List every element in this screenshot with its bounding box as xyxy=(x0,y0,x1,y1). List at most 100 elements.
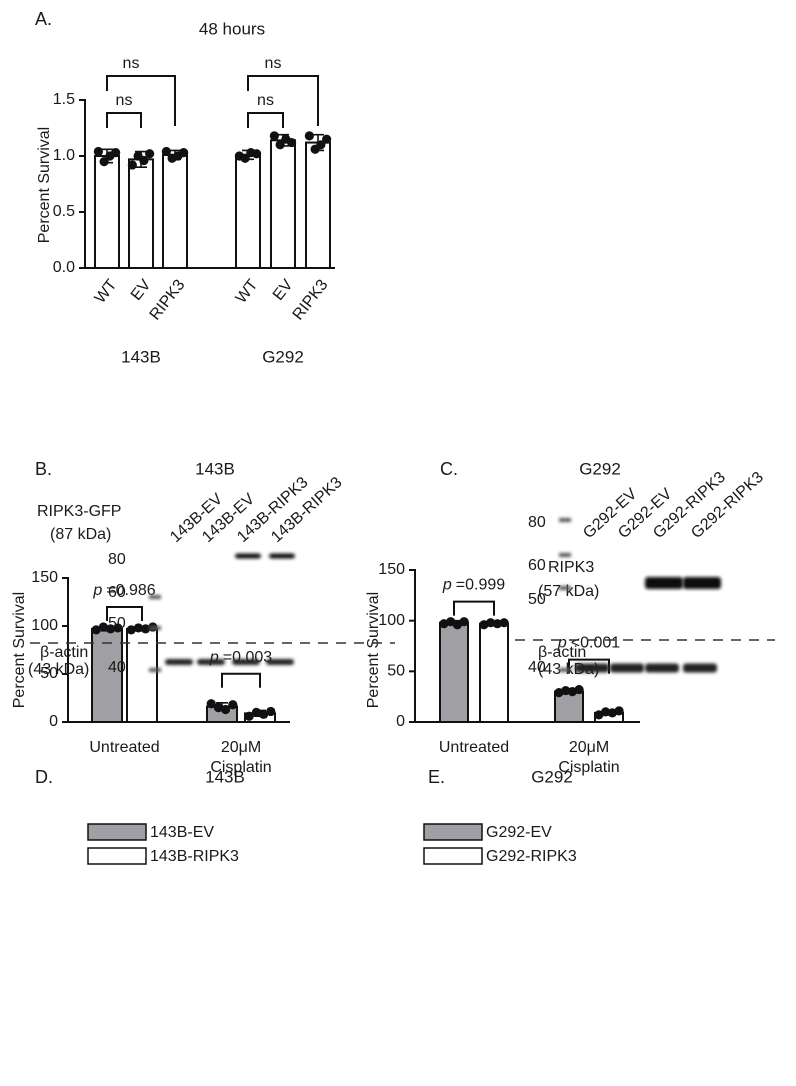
marker-label: 60 xyxy=(108,584,126,601)
data-point xyxy=(269,131,279,141)
actin-band xyxy=(165,659,193,665)
protein-label: RIPK3 xyxy=(548,559,594,576)
p-symbol: p xyxy=(209,649,219,666)
y-tick-label: 150 xyxy=(378,561,405,578)
actin-band xyxy=(575,663,609,673)
protein-label: β-actin xyxy=(538,644,586,661)
data-point xyxy=(240,153,250,163)
actin-band xyxy=(610,663,644,673)
legend-label: G292-EV xyxy=(486,824,552,841)
data-point xyxy=(127,160,137,170)
chart-title: 48 hours xyxy=(199,19,265,38)
legend-swatch xyxy=(87,847,147,865)
protein-band xyxy=(683,577,721,589)
x-tick-label: WT xyxy=(233,276,262,306)
protein-band xyxy=(235,553,261,559)
p-text: =0.999 xyxy=(456,577,505,594)
data-point xyxy=(492,619,502,629)
marker-label: 50 xyxy=(528,591,546,608)
data-point xyxy=(561,685,571,696)
comparison-bracket xyxy=(106,605,143,621)
p-symbol: p xyxy=(557,635,567,652)
data-point xyxy=(126,625,136,635)
protein-band xyxy=(269,553,295,559)
group-label: G292 xyxy=(262,347,304,366)
data-point xyxy=(91,625,101,635)
data-point xyxy=(221,704,231,715)
bar xyxy=(162,153,188,270)
comparison-bracket xyxy=(106,75,176,126)
legend-label: 143B-RIPK3 xyxy=(150,848,239,865)
data-point xyxy=(486,618,496,628)
y-axis-label: Percent Survival xyxy=(11,592,28,709)
protein-label: (57 kDa) xyxy=(538,583,599,600)
comparison-bracket xyxy=(247,75,319,126)
data-point xyxy=(98,622,108,632)
actin-band xyxy=(197,659,225,665)
comparison-bracket xyxy=(221,672,261,688)
x-tick-label-line: Cisplatin xyxy=(558,759,619,776)
ladder-band xyxy=(149,595,161,599)
ladder-band xyxy=(149,626,161,630)
data-point xyxy=(251,707,261,718)
legend-swatch xyxy=(423,847,483,865)
marker-label: 50 xyxy=(108,615,126,632)
legend-swatch xyxy=(423,823,483,841)
data-point xyxy=(275,140,285,150)
x-tick-label-line: 20μM xyxy=(569,739,609,756)
data-point xyxy=(93,146,103,157)
x-tick-label: EV xyxy=(270,276,297,304)
data-point xyxy=(99,157,109,167)
comparison-bracket xyxy=(106,112,142,128)
y-tick-label: 0.0 xyxy=(53,259,75,276)
y-tick-label: 100 xyxy=(378,612,405,629)
chart-title: G292 xyxy=(531,767,573,786)
ladder-band xyxy=(559,553,571,557)
marker-label: 60 xyxy=(528,557,546,574)
data-point xyxy=(287,137,297,148)
y-tick-label: 1.0 xyxy=(53,147,75,164)
p-text: <0.001 xyxy=(571,635,620,652)
comparison-label: ns xyxy=(265,55,282,72)
protein-label: β-actin xyxy=(40,644,88,661)
data-point xyxy=(111,148,121,158)
data-point xyxy=(304,131,314,141)
data-point xyxy=(244,711,254,721)
panel-label: C. xyxy=(440,459,458,479)
protein-band xyxy=(645,577,683,589)
blot-title: G292 xyxy=(579,459,621,478)
comparison-label: ns xyxy=(257,92,274,109)
y-tick-label: 0 xyxy=(49,713,58,730)
legend-label: 143B-EV xyxy=(150,824,214,841)
x-tick-label: WT xyxy=(92,276,121,306)
data-point xyxy=(179,148,189,158)
data-point xyxy=(161,146,171,157)
bar xyxy=(128,158,154,269)
data-point xyxy=(113,623,123,633)
legend-label: G292-RIPK3 xyxy=(486,848,577,865)
comparison-label: ns xyxy=(116,92,133,109)
data-point xyxy=(213,703,223,713)
protein-label: (87 kDa) xyxy=(50,526,111,543)
marker-label: 40 xyxy=(108,659,126,676)
y-tick-label: 150 xyxy=(31,569,58,586)
y-tick-label: 1.5 xyxy=(53,91,75,108)
data-point xyxy=(614,706,624,716)
data-point xyxy=(601,707,611,717)
actin-band xyxy=(645,663,679,673)
comparison-label: ns xyxy=(123,55,140,72)
panel-label: E. xyxy=(428,767,445,787)
bar xyxy=(270,139,296,270)
data-point xyxy=(322,134,332,144)
p-symbol: p xyxy=(92,582,102,599)
x-tick-label: 20μM Cisplatin xyxy=(558,739,619,776)
y-tick-label: 0.5 xyxy=(53,203,75,220)
ladder-band xyxy=(559,586,571,590)
ladder-band xyxy=(559,518,571,522)
panel-label: B. xyxy=(35,459,52,479)
y-tick-label: 50 xyxy=(387,663,405,680)
p-value: p =0.986 xyxy=(92,582,155,599)
data-point xyxy=(206,699,216,709)
y-tick-label: 100 xyxy=(31,617,58,634)
